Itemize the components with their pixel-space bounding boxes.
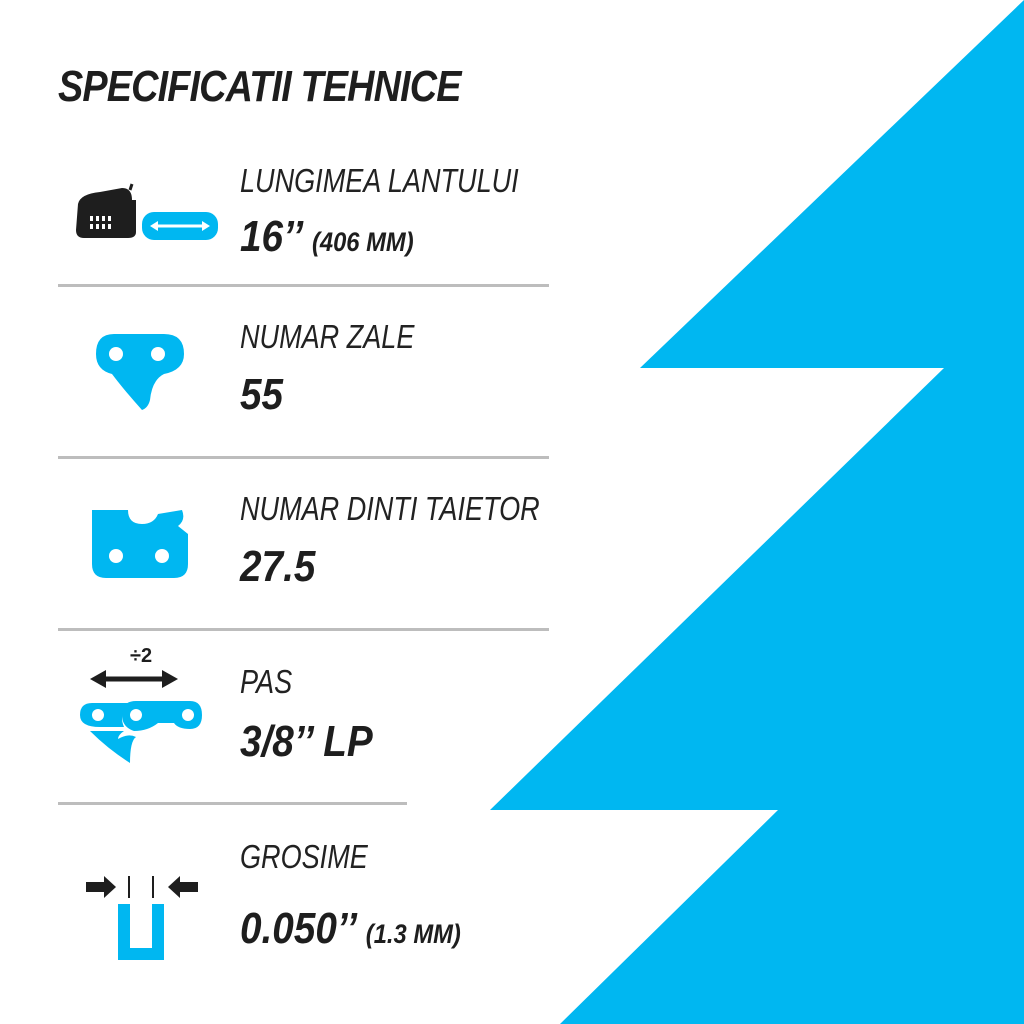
- chainsaw-icon: [76, 183, 218, 240]
- spec-value: 16’’ (406 MM): [240, 212, 414, 262]
- divider: [58, 456, 549, 459]
- spec-value-sub: (406 MM): [311, 227, 414, 257]
- spec-value-sub: (1.3 MM): [365, 919, 461, 949]
- divider: [58, 284, 549, 287]
- spec-gauge: GROSIME 0.050’’ (1.3 MM): [58, 836, 548, 966]
- divide-by-two-label: ÷2: [130, 645, 153, 667]
- chain-link-icon: [96, 334, 184, 410]
- spec-value: 0.050’’ (1.3 MM): [240, 904, 461, 954]
- spec-value-main: 16’’: [240, 212, 304, 261]
- cutter-tooth-icon: [92, 510, 188, 578]
- pitch-icon: [80, 670, 202, 763]
- gauge-icon: [86, 876, 198, 960]
- spec-pitch: ÷2 PAS 3/8’’ LP: [58, 645, 548, 775]
- spec-value: 55: [240, 370, 284, 419]
- spec-label: NUMAR ZALE: [240, 318, 415, 355]
- page-title: SPECIFICATII TEHNICE: [58, 62, 461, 111]
- spec-label: PAS: [240, 663, 293, 700]
- spec-chain-length: LUNGIMEA LANTULUI 16’’ (406 MM): [58, 160, 548, 270]
- spec-link-count: NUMAR ZALE 55: [58, 318, 548, 428]
- spec-value: 27.5: [240, 542, 316, 591]
- spec-value: 3/8’’ LP: [240, 717, 373, 766]
- spec-cutter-count: NUMAR DINTI TAIETOR 27.5: [58, 490, 548, 600]
- spec-label: GROSIME: [240, 838, 368, 875]
- spec-label: NUMAR DINTI TAIETOR: [240, 490, 540, 527]
- spec-value-main: 0.050’’: [240, 904, 357, 953]
- divider: [58, 628, 549, 631]
- divider: [58, 802, 407, 805]
- spec-label: LUNGIMEA LANTULUI: [240, 162, 519, 199]
